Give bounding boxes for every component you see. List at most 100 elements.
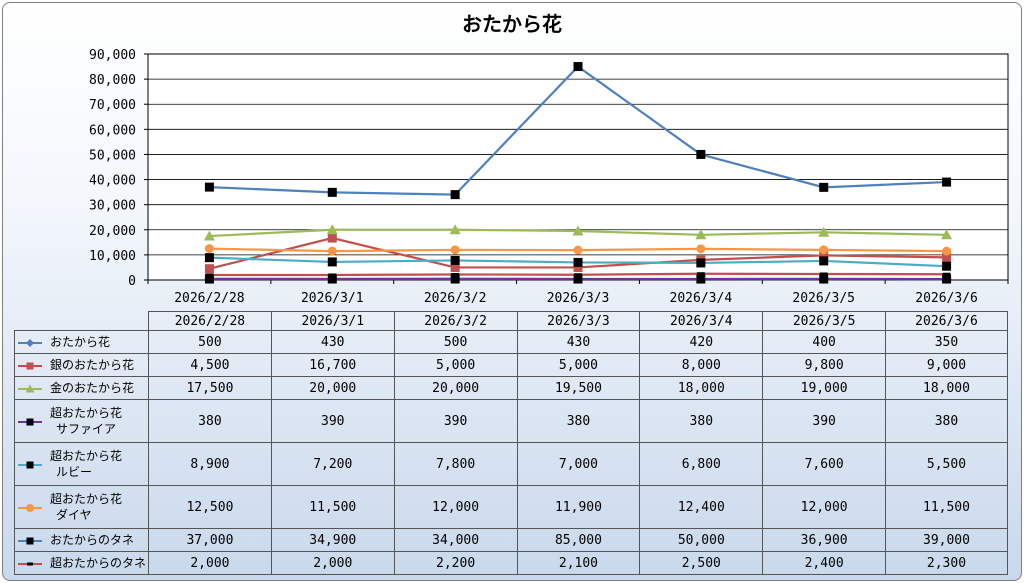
data-point	[450, 262, 460, 272]
data-table-cell: 12,000	[762, 485, 887, 529]
series-name-line: サファイア	[56, 422, 117, 436]
data-table-cell: 390	[762, 399, 887, 443]
y-tick-label: 80,000	[89, 73, 136, 88]
data-table-cell: 7,800	[393, 442, 518, 486]
data-point	[450, 245, 460, 255]
data-table-cell: 16,700	[270, 353, 395, 377]
legend-key	[18, 461, 42, 469]
series-name-line: おたからのタネ	[50, 533, 135, 547]
data-point	[328, 273, 337, 277]
data-point	[818, 226, 830, 237]
series-name-line: 金のおたから花	[50, 381, 135, 395]
data-point	[204, 274, 214, 284]
data-point	[204, 253, 214, 263]
data-point	[205, 273, 214, 277]
legend-key	[18, 537, 42, 545]
chart-title: おたから花	[462, 12, 562, 36]
series-name-line: ルビー	[56, 465, 93, 479]
data-point	[574, 273, 582, 277]
y-tick-label: 10,000	[89, 249, 136, 264]
data-point	[941, 229, 953, 240]
data-table-cell: 11,900	[516, 485, 641, 529]
data-point	[327, 233, 337, 243]
legend-key-marker	[25, 384, 35, 393]
legend-key	[18, 562, 42, 566]
series-name-line: 超おたから花	[50, 492, 123, 506]
legend-key-marker	[26, 537, 34, 545]
data-point	[942, 246, 952, 256]
series-name: 超おたから花 ダイヤ	[50, 491, 122, 523]
y-tick-label: 50,000	[89, 148, 136, 163]
legend-key-marker	[27, 562, 33, 566]
data-table-cell: 9,800	[762, 353, 887, 377]
data-table-row-label: おたからのタネ	[14, 528, 149, 552]
series-name-line: 銀のおたから花	[50, 358, 135, 372]
data-point	[942, 261, 952, 271]
data-point	[696, 274, 706, 284]
data-point	[695, 229, 707, 240]
data-table-cell: 17,500	[148, 376, 272, 400]
data-table-cell: 8,000	[639, 353, 764, 377]
data-table-cell: 19,500	[516, 376, 641, 400]
data-point	[450, 255, 460, 265]
data-table-cell: 390	[393, 399, 518, 443]
data-table-cell: 8,900	[148, 442, 272, 486]
data-point	[326, 224, 338, 235]
x-tick-label: 2026/3/3	[547, 291, 610, 306]
legend-key-marker	[26, 362, 34, 370]
data-table-cell: 6,800	[639, 442, 764, 486]
data-point	[696, 258, 706, 268]
data-table-cell: 2,400	[762, 551, 887, 575]
data-point	[696, 244, 706, 254]
data-table-row: 超おたから花 ルビー 8,900 7,200 7,800 7,000 6,800 7,600 5…	[14, 442, 1008, 486]
data-point	[942, 274, 952, 284]
data-table-cell: 7,600	[762, 442, 887, 486]
y-tick-label: 0	[128, 274, 136, 289]
data-table-row-label: 銀のおたから花	[14, 353, 149, 377]
data-table-row: 銀のおたから花 4,500 16,700 5,000 5,000 8,000 9,800 9,…	[14, 353, 1008, 377]
series-name: おたから花	[50, 334, 110, 350]
data-table-cell: 34,900	[270, 528, 395, 552]
series-name-line: おたから花	[50, 335, 111, 349]
data-table-cell: 2,300	[885, 551, 1008, 575]
data-table-cell: 36,900	[762, 528, 887, 552]
data-point	[819, 245, 829, 255]
data-table-cell: 380	[639, 399, 764, 443]
data-table-header-cell: 2026/3/4	[639, 311, 764, 331]
data-table-cell: 500	[148, 330, 272, 354]
data-table-row: おたからのタネ 37,000 34,900 34,000 85,000 50,000 36,…	[14, 528, 1008, 552]
data-table-cell: 7,000	[516, 442, 641, 486]
data-table-cell: 5,000	[393, 353, 518, 377]
data-point	[327, 246, 337, 256]
data-table-cell: 4,500	[148, 353, 272, 377]
data-table-header-cell: 2026/3/6	[885, 311, 1008, 331]
data-table-header-cell: 2026/3/3	[516, 311, 641, 331]
x-tick-label: 2026/3/5	[792, 291, 855, 306]
x-tick-label: 2026/3/6	[915, 291, 978, 306]
data-table-cell: 350	[885, 330, 1008, 354]
data-point	[942, 272, 951, 276]
data-table-cell: 2,000	[148, 551, 272, 575]
data-table-cell: 380	[885, 399, 1008, 443]
data-table-cell: 380	[148, 399, 272, 443]
data-table-row-label: おたから花	[14, 330, 149, 354]
data-table-cell: 500	[393, 330, 518, 354]
data-point	[819, 274, 829, 284]
data-table-cell: 11,500	[885, 485, 1008, 529]
data-point	[204, 244, 214, 254]
data-table-header-cell: 2026/3/1	[270, 311, 395, 331]
data-point	[696, 272, 705, 276]
data-table-cell: 2,200	[393, 551, 518, 575]
data-table-cell: 5,500	[885, 442, 1008, 486]
data-table-cell: 9,000	[885, 353, 1008, 377]
data-point	[942, 177, 952, 187]
data-table-header-cell: 2026/2/28	[148, 311, 272, 331]
data-table-cell: 390	[270, 399, 395, 443]
data-point	[819, 250, 829, 260]
data-table-cell: 50,000	[639, 528, 764, 552]
data-table-row-label: 金のおたから花	[14, 376, 149, 400]
data-table-row: 超おたから花 ダイヤ 12,500 11,500 12,000 11,900 12,400 1…	[14, 485, 1008, 529]
data-table-row-label: 超おたから花 サファイア	[14, 399, 149, 443]
data-point	[573, 62, 583, 72]
data-table-row-label: 超おたから花 ダイヤ	[14, 485, 149, 529]
